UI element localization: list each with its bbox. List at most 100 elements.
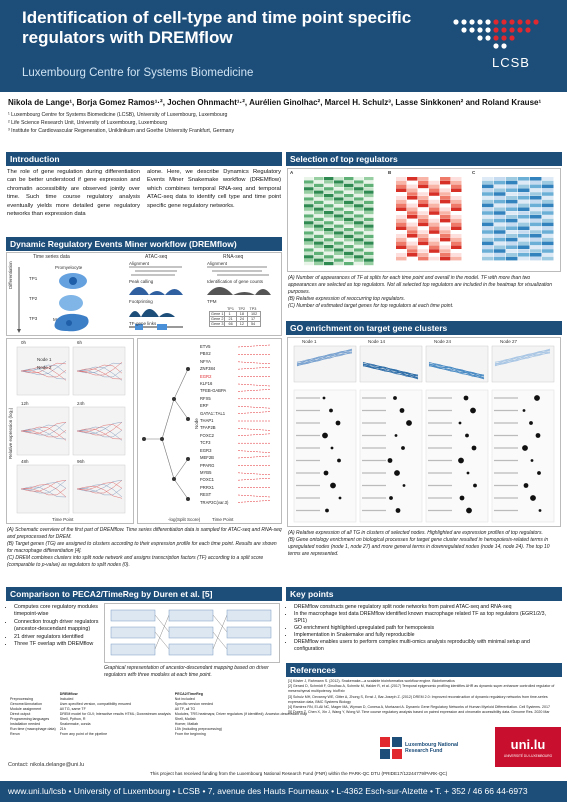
heatmap-a-cell [314,234,324,238]
heatmap-a-cell [354,207,364,211]
heatmap-a-cell [334,180,344,184]
network-edge [173,478,189,500]
heatmap-b-cell [396,256,407,261]
go-enrichment-dot [399,408,405,413]
heatmap-a-cell [334,238,344,242]
expression-profile-line [20,479,67,492]
heatmap-a-cell [364,234,374,238]
go-expression-line [296,352,353,366]
network-edge [173,368,189,400]
heatmap-a-cell [314,221,324,225]
module-link [212,631,228,650]
expression-profile-line [20,426,67,441]
heatmap-b-cell [418,218,429,223]
heatmap-c-cell [506,211,518,215]
heatmap-c-cell [518,203,530,208]
network-node [172,397,176,401]
go-caption-a: (A) Relative expression of all TG in clu… [288,530,543,536]
heatmap-a-cell [334,245,344,249]
heatmap-a-cell [364,238,374,242]
tf-regulator-list: ETV5 PBX2 NFYA ZNF384 EGR2 KLF16 TFEB-GABPA RFX… [200,343,228,506]
heatmap-b-cell [451,199,462,204]
heatmap-b-cell [418,184,429,189]
heatmap-c-cell [518,211,530,215]
heatmap-c-cell [494,226,506,230]
heatmap-c-cell [542,245,554,249]
heatmap-a-cell [304,258,314,262]
heatmap-b-cell [418,253,429,257]
heatmap-a-cell [344,197,354,201]
lcsb-logo-text: LCSB [492,55,530,70]
heatmap-a-cell [364,187,374,191]
heatmap-a-cell [364,251,374,255]
panel-24h-label: 24h [77,401,85,406]
heatmap-b-cell [407,249,418,253]
network-edge [173,458,189,480]
heatmap-c-cell [530,203,542,208]
heatmap-a-cell [334,204,344,208]
heatmap-b-cell [451,256,462,261]
heatmap-c-cell [518,218,530,223]
expression-profile-line [76,368,123,380]
heatmap-c-cell [542,256,554,261]
heatmap-a-cell [344,214,354,218]
heatmap-c-cell [494,203,506,208]
workflow-caption-b: (B) Target genes (TG) are assigned to cl… [7,541,277,554]
heatmap-a-cell [304,262,314,266]
heatmap-a-cell [304,245,314,249]
reference-item: [3] Schulz MH, Devanny WE, Gitter A, Zho… [288,694,548,704]
go-enrichment-dot [395,508,401,513]
tf-regulator-label: TFEB-GABPA [200,388,227,394]
heatmap-c-cell [542,234,554,238]
heatmap-a-cell [354,228,364,232]
heatmap-a-cell [304,207,314,211]
heatmap-a-cell [364,190,374,194]
heatmap-a-cell [354,245,364,249]
heatmap-a-cell [334,183,344,187]
heatmap-a-cell [304,194,314,198]
tpm-header-tp3: TP3 [249,307,257,311]
comparison-table-row: Installation needed Snakemake, conda Homer… [10,722,199,726]
go-enrichment-dot [330,482,336,489]
heatmap-a-cell [354,194,364,198]
heatmap-b-cell [440,188,451,192]
go-expression-line [296,349,353,366]
selection-caption-b: (B) Relative expression of reoccurring t… [288,296,405,302]
affiliation-1: ¹ Luxembourg Centre for Systems Biomedic… [8,112,228,118]
heatmap-c-cell [542,249,554,253]
author-list: Nikola de Lange¹, Borja Gomez Ramos¹·², … [8,98,542,107]
heatmap-c-cell [506,249,518,253]
heatmap-b-cell [396,226,407,230]
tf-regulator-label: EGR3 [200,447,212,453]
heatmap-a-cell [324,183,334,187]
heatmap-b-cell [440,199,451,204]
workflow-drawing [17,266,271,333]
heatmap-a-cell [304,180,314,184]
comparison-table-header: DREMflow PECA2/TimeReg [59,692,203,696]
heatmap-c-cell [530,245,542,249]
wf-label-atac: ATAC-seq [145,254,168,260]
go-enrichment-dot [387,458,393,463]
heatmap-c-cell [494,256,506,261]
heatmap-a-cell [354,204,364,208]
heatmap-a-cell [364,211,374,215]
split-score-line [237,455,271,459]
panel-12h-label: 12h [21,401,29,406]
funding-note: This project has received funding from t… [150,771,448,776]
heatmap-a-cell [314,217,324,221]
split-score-line [237,344,271,348]
heatmap-a-cell [364,241,374,245]
contact-email[interactable]: Contact: nikola.delange@uni.lu [8,762,85,768]
heatmap-b-cell [451,237,462,242]
heatmap-b-cell [451,245,462,249]
heatmap-c-cell [530,256,542,261]
heatmap-a-cell [304,190,314,194]
split-score-line [237,433,271,437]
reference-item: [5] Duren Z, Chen X, Xin J, Wang Y, Wong… [288,710,550,715]
wf-label-tf-gene-links: TF-gene links [129,321,157,326]
heatmap-a-cell [344,228,354,232]
heatmap-a-cell [304,183,314,187]
heatmap-a-cell [314,214,324,218]
heatmap-a-cell [354,211,364,215]
heatmap-c-cell [482,222,494,227]
